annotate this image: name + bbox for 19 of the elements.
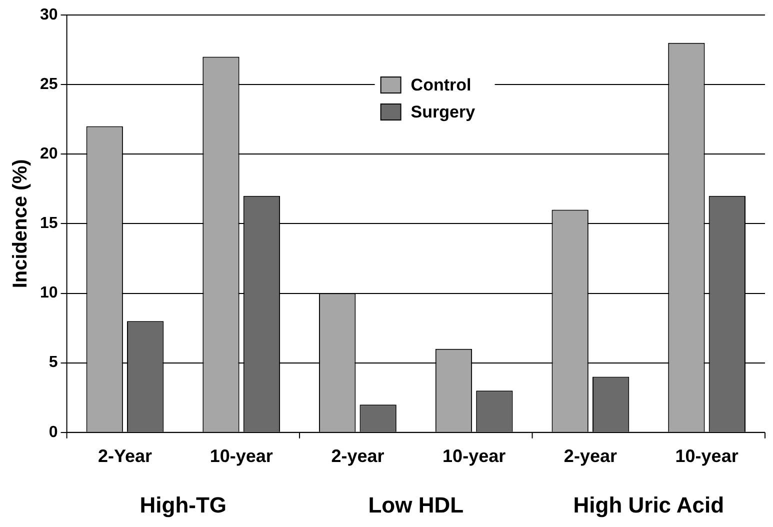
y-tick-label: 10 <box>40 284 58 302</box>
x-tick-label: 2-year <box>564 446 617 466</box>
x-tick-label: 10-year <box>210 446 273 466</box>
x-tick-label: 10-year <box>675 446 738 466</box>
y-tick-label: 15 <box>40 215 58 232</box>
y-tick-label: 20 <box>40 146 58 163</box>
y-tick-label: 30 <box>40 6 58 24</box>
text: High-TG <box>140 492 227 518</box>
x-tick-label: 2-year <box>331 446 384 466</box>
x-tick-label: 2-Year <box>98 446 152 466</box>
text: Low HDL <box>368 492 464 518</box>
y-tick-label: 5 <box>48 354 58 372</box>
text: High Uric Acid <box>573 492 724 518</box>
legend-label: Control <box>410 76 472 95</box>
legend-label: Surgery <box>410 102 476 122</box>
y-axis-title: Incidence (%) <box>10 159 32 288</box>
y-tick-label: 0 <box>48 424 58 441</box>
y-tick-label: 25 <box>40 76 58 93</box>
x-tick-label: 10-year <box>442 446 506 466</box>
